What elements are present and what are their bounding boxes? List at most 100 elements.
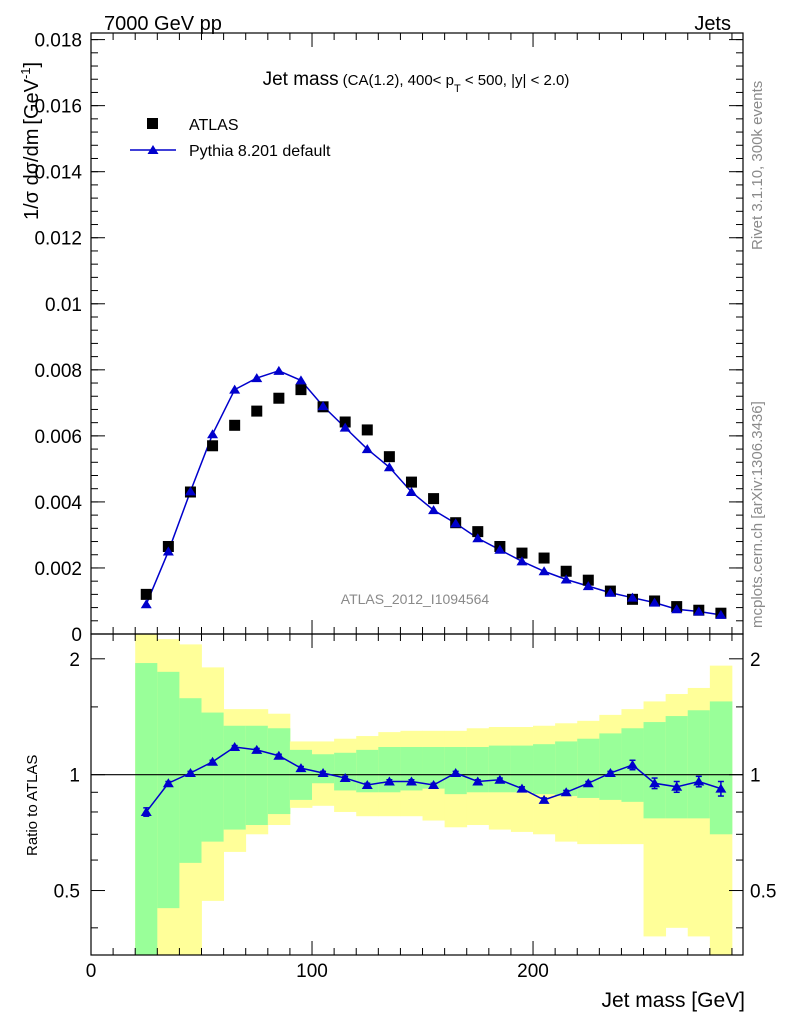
legend-pythia-label: Pythia 8.201 default bbox=[189, 143, 331, 160]
plot-title: Jet mass (CA(1.2), 400< pT < 500, |y| < 2… bbox=[263, 69, 570, 95]
atlas-point bbox=[229, 419, 241, 431]
inner-band-bin bbox=[245, 725, 269, 826]
inner-band-bin bbox=[665, 716, 689, 819]
y-axis-label: 1/σ dσ/dm [GeV-1] bbox=[18, 62, 43, 220]
y-tick-label: 0.006 bbox=[34, 427, 82, 448]
atlas-point bbox=[428, 493, 440, 505]
pythia-point bbox=[715, 609, 727, 619]
inner-band-bin bbox=[422, 747, 446, 789]
atlas-point bbox=[207, 440, 219, 452]
y-tick-label: 0.012 bbox=[34, 229, 82, 250]
pythia-ratio-point bbox=[494, 774, 506, 784]
ratio-tick-label: 0.5 bbox=[54, 882, 80, 903]
title-cuts-prefix: (CA(1.2), 400< p bbox=[343, 72, 454, 89]
inner-band-bin bbox=[223, 725, 247, 830]
y-label-unit: [GeV bbox=[21, 78, 43, 124]
pythia-ratio-point bbox=[229, 742, 241, 752]
axes-ticks: 0 0.002 0.004 0.006 0.008 0.01 0.012 0.014 0.016… bbox=[34, 31, 776, 982]
pythia-point bbox=[317, 401, 329, 411]
atlas-point bbox=[405, 476, 417, 488]
pythia-ratio-point bbox=[516, 783, 528, 793]
x-tick-label: 200 bbox=[517, 961, 549, 982]
atlas-point bbox=[560, 565, 572, 577]
pythia-ratio-point bbox=[693, 776, 705, 786]
pythia-ratio-point bbox=[649, 778, 661, 788]
pythia-point bbox=[140, 599, 152, 609]
y-tick-label: 0.014 bbox=[34, 163, 82, 184]
pythia-ratio-point bbox=[560, 787, 572, 797]
pythia-point bbox=[582, 581, 594, 591]
inner-band-bin bbox=[356, 749, 379, 793]
atlas-point bbox=[383, 451, 395, 463]
title-cuts-sub: T bbox=[454, 83, 461, 95]
y-tick-label: 0.004 bbox=[34, 493, 82, 514]
y-tick-label: 0.01 bbox=[45, 295, 82, 316]
legend-atlas-label: ATLAS bbox=[189, 117, 239, 134]
pythia-point bbox=[405, 487, 417, 497]
y-label-unit-sup: -1 bbox=[18, 67, 33, 79]
inner-band-bin bbox=[201, 712, 225, 842]
header-right: Jets bbox=[694, 13, 731, 35]
pythia-point bbox=[251, 373, 263, 383]
pythia-point bbox=[383, 462, 395, 472]
atlas-point bbox=[538, 552, 550, 564]
pythia-point bbox=[472, 533, 484, 543]
x-axis-label: Jet mass [GeV] bbox=[601, 989, 745, 1012]
inner-band-bin bbox=[334, 752, 357, 791]
pythia-line bbox=[145, 370, 722, 616]
atlas-point bbox=[516, 547, 528, 559]
pythia-point bbox=[361, 444, 373, 454]
inner-band-bin bbox=[599, 733, 622, 800]
atlas-point bbox=[339, 416, 351, 428]
data-series bbox=[140, 365, 727, 817]
y-tick-label: 0.002 bbox=[34, 559, 82, 580]
pythia-ratio-point bbox=[273, 750, 285, 760]
legend: ATLAS Pythia 8.201 default bbox=[130, 117, 331, 160]
pythia-ratio-point bbox=[538, 794, 550, 804]
inner-band-bin bbox=[709, 701, 733, 835]
inner-band-bin bbox=[643, 722, 667, 819]
title-main: Jet mass bbox=[263, 69, 339, 90]
pythia-point bbox=[428, 505, 440, 515]
y-label-text: 1/σ dσ/dm bbox=[21, 129, 43, 220]
pythia-point bbox=[184, 486, 196, 496]
ratio-plot-frame bbox=[90, 633, 744, 956]
pythia-point bbox=[671, 604, 683, 614]
atlas-point bbox=[582, 574, 594, 586]
rivet-label: Rivet 3.1.10, 300k events bbox=[749, 81, 766, 250]
inner-band-bin bbox=[555, 741, 578, 797]
pythia-point bbox=[207, 429, 219, 439]
ratio-tick-label-right: 2 bbox=[750, 650, 761, 671]
y-tick-label: 0.018 bbox=[34, 31, 82, 52]
pythia-ratio-point bbox=[428, 780, 440, 790]
pythia-ratio-point bbox=[604, 768, 616, 778]
atlas-point bbox=[295, 384, 307, 396]
pythia-point bbox=[494, 544, 506, 554]
pythia-ratio-point bbox=[671, 781, 683, 791]
atlas-point bbox=[273, 392, 285, 404]
ratio-tick-label-right: 1 bbox=[750, 766, 761, 787]
pythia-ratio-point bbox=[582, 778, 594, 788]
pythia-ratio-point bbox=[251, 744, 263, 754]
y-tick-label: 0.008 bbox=[34, 361, 82, 382]
pythia-ratio-point bbox=[361, 780, 373, 790]
inner-band-bin bbox=[267, 728, 291, 815]
inner-band-bin bbox=[488, 745, 512, 793]
pythia-point bbox=[339, 422, 351, 432]
inner-band-bin bbox=[157, 671, 180, 909]
pythia-ratio-point bbox=[383, 776, 395, 786]
pythia-point bbox=[538, 566, 550, 576]
atlas-point bbox=[140, 588, 152, 600]
y-label-unit-close: ] bbox=[21, 62, 43, 68]
pythia-ratio-point bbox=[140, 806, 152, 816]
pythia-point bbox=[450, 518, 462, 528]
inner-band-bin bbox=[533, 744, 556, 795]
legend-atlas-marker bbox=[147, 118, 158, 129]
pythia-point bbox=[604, 587, 616, 597]
x-tick-label: 0 bbox=[86, 961, 97, 982]
inner-band-bin bbox=[510, 745, 534, 793]
pythia-ratio-point bbox=[295, 763, 307, 773]
x-tick-label: 100 bbox=[296, 961, 328, 982]
pythia-ratio-point bbox=[162, 778, 174, 788]
